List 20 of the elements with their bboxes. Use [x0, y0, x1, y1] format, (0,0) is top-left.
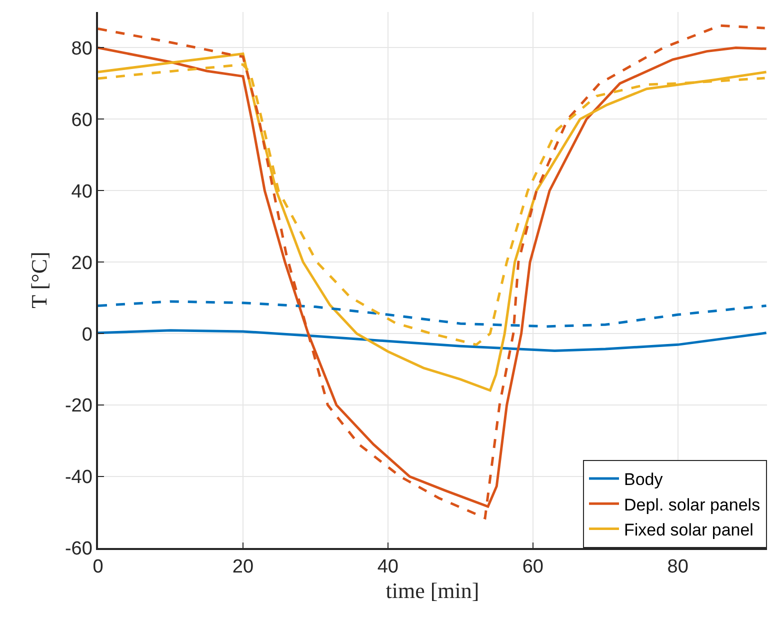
y-tick-label: -20 — [64, 396, 92, 417]
legend-label: Fixed solar panel — [624, 520, 754, 540]
y-tick-label: 40 — [71, 181, 92, 202]
line-series — [98, 329, 767, 352]
x-tick-label: 20 — [232, 556, 254, 578]
line-series — [98, 52, 767, 392]
line-series — [98, 300, 767, 328]
y-tick-label: 60 — [71, 110, 92, 131]
y-tick-label: 0 — [82, 324, 92, 346]
x-tick-label: 60 — [522, 556, 544, 578]
y-axis-title: T [°C] — [26, 252, 52, 308]
x-axis-title: time [min] — [386, 578, 480, 603]
legend-label: Body — [624, 470, 664, 490]
legend-label: Depl. solar panels — [624, 495, 760, 514]
x-tick-label: 80 — [667, 556, 688, 578]
y-tick-label: 80 — [71, 38, 92, 60]
y-tick-label: 20 — [71, 252, 92, 274]
x-tick-label: 40 — [377, 556, 398, 578]
y-tick-label: -60 — [64, 538, 92, 560]
y-tick-label: -40 — [64, 467, 92, 488]
